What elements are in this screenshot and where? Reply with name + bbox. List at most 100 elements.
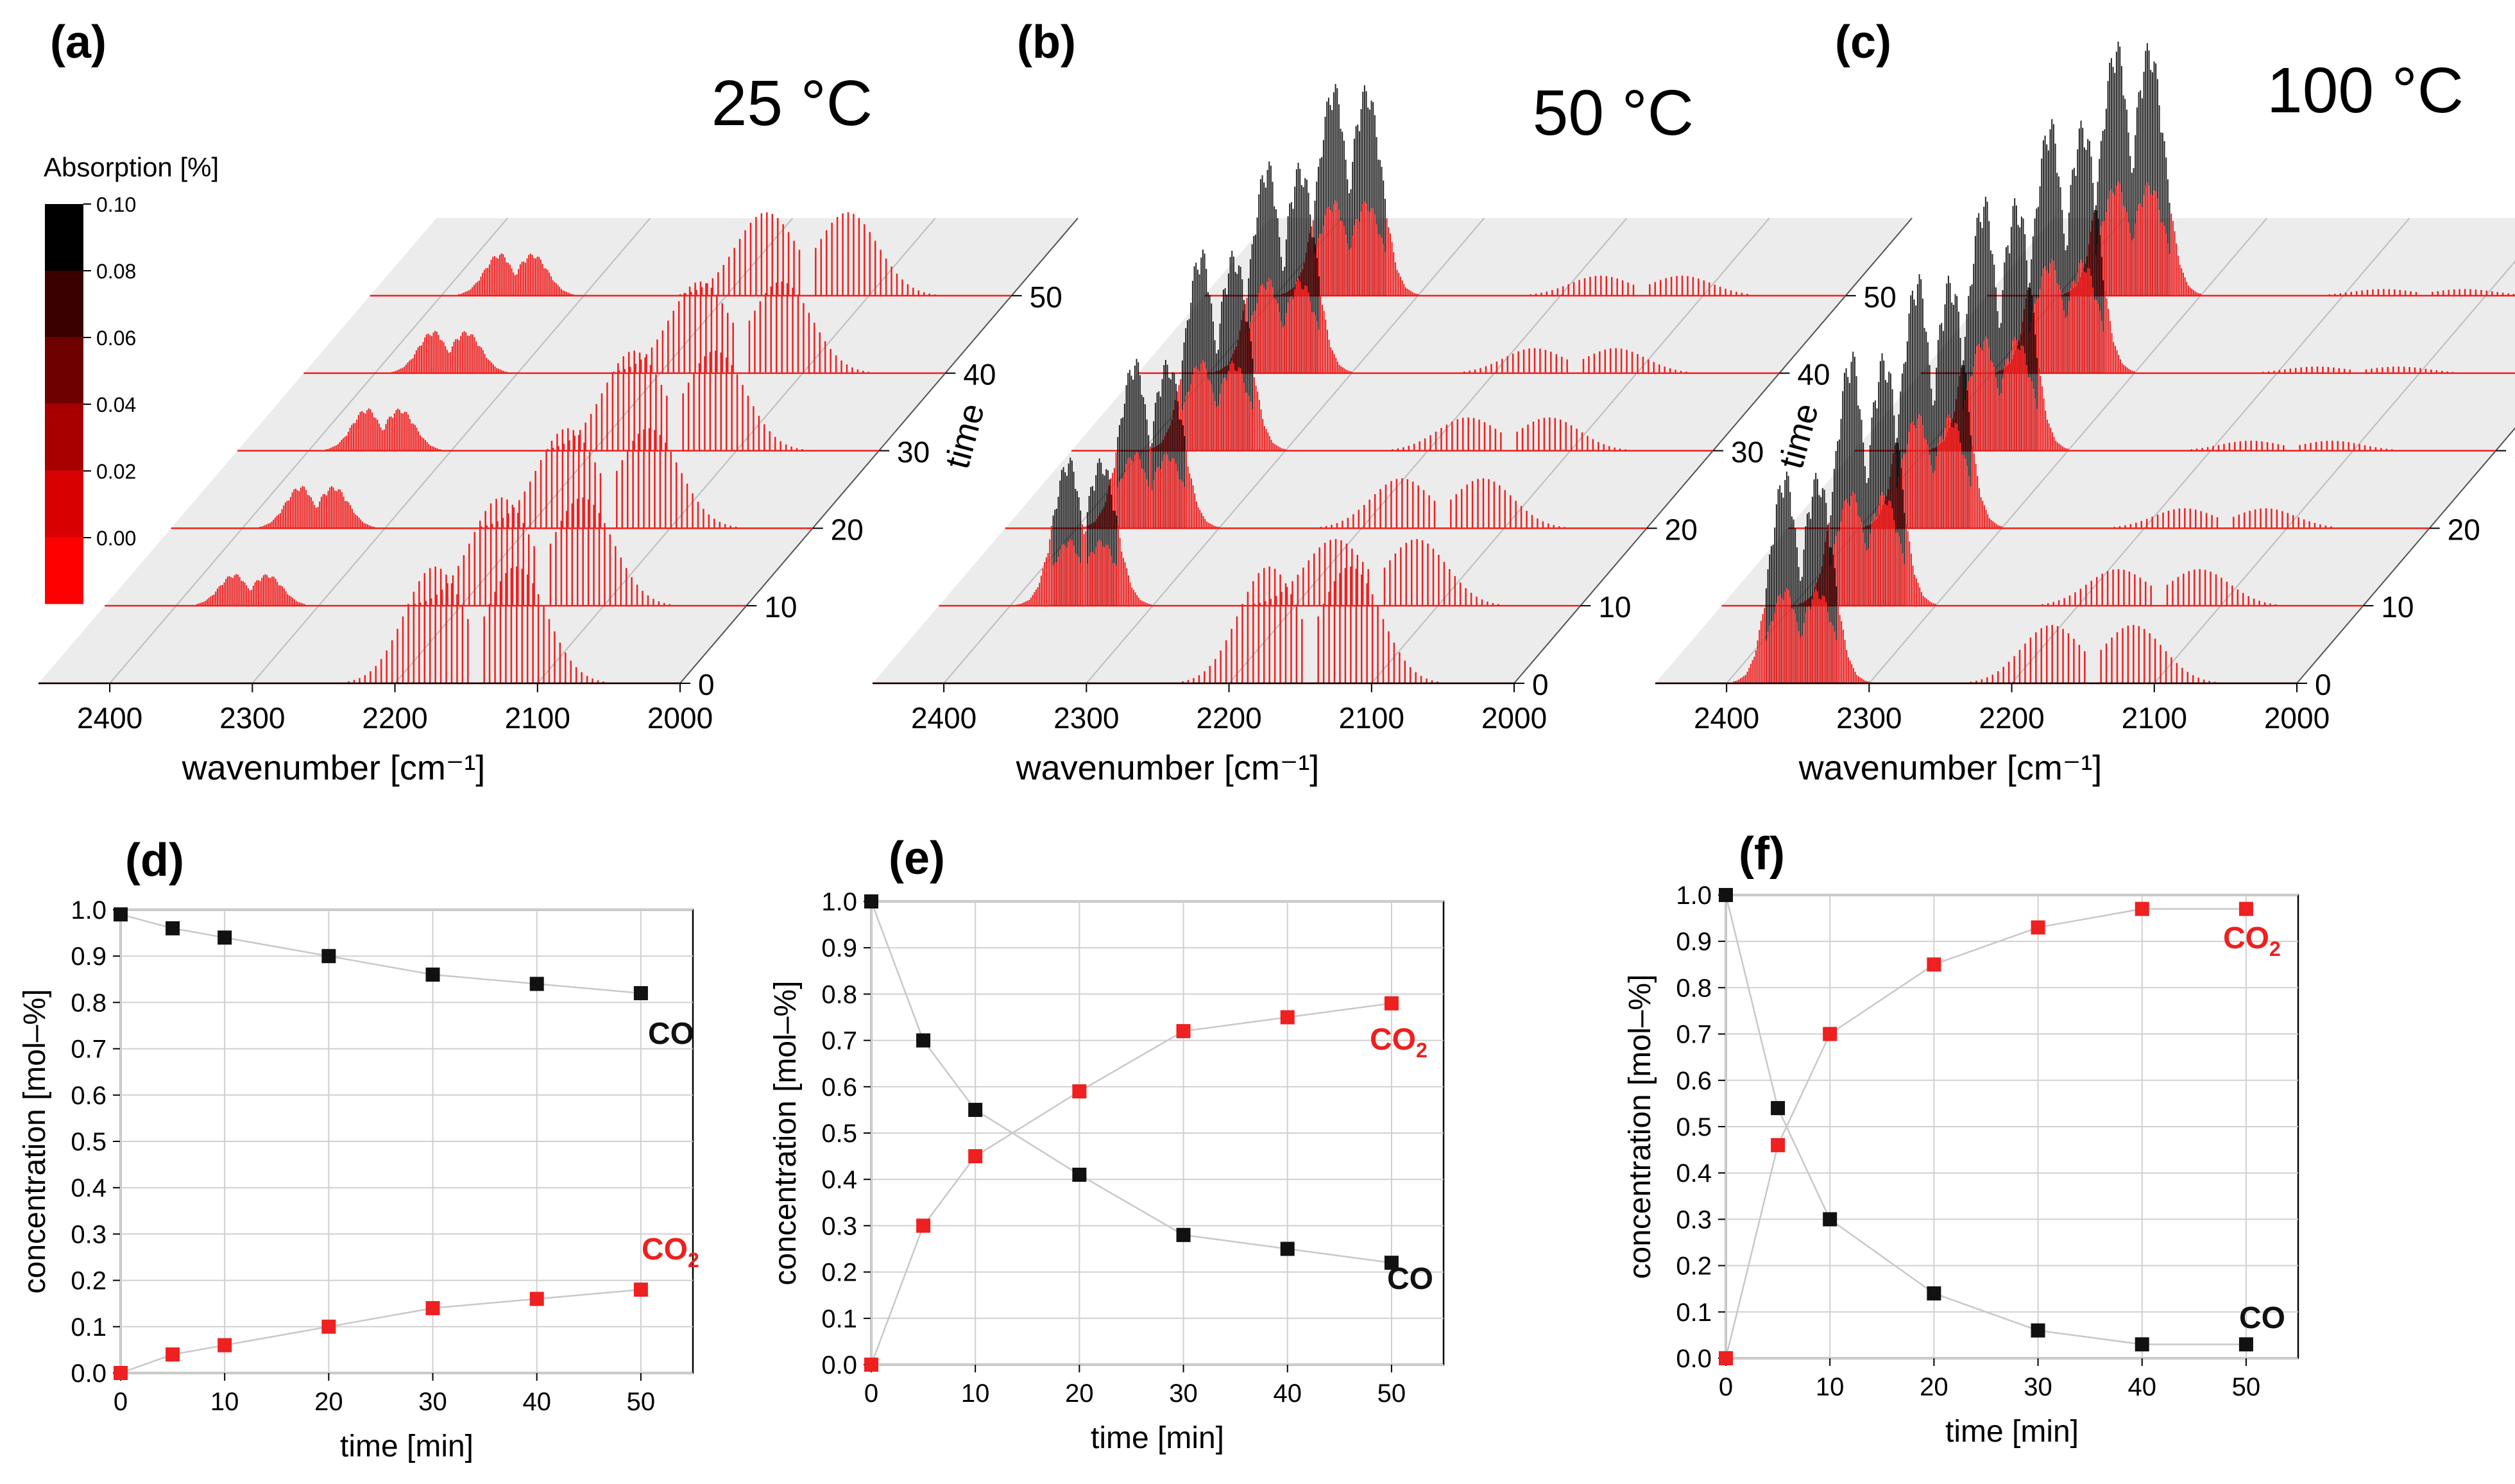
y-tick-label: 0.9 (821, 934, 857, 962)
time-axis-label: time (938, 399, 992, 472)
data-point-co2 (1771, 1138, 1786, 1152)
temperature-title: 100 °C (2267, 55, 2464, 126)
x-tick-label: 50 (1377, 1379, 1406, 1408)
data-point-co2 (916, 1218, 931, 1233)
spectra-panel-1: 0 10 20 30 40 50 time 2400 2300 2200 2100 2000 waven… (873, 83, 1913, 787)
data-point-co2 (1927, 957, 1941, 972)
panel-label: (b) (1017, 17, 1076, 68)
y-tick-label: 0.5 (71, 1128, 107, 1156)
data-point-co2 (1072, 1084, 1087, 1099)
spectrum-t30 (237, 350, 879, 452)
series-label-co2: CO2 (2223, 921, 2281, 960)
data-point-co2 (2135, 901, 2149, 916)
x-tick-label: 0 (864, 1379, 878, 1408)
data-point-co (321, 949, 336, 964)
colorbar-tick-label: 0.10 (96, 193, 136, 216)
data-point-co (114, 907, 128, 922)
y-tick-label: 0.9 (1676, 928, 1712, 956)
colorbar-segment (45, 204, 83, 271)
time-tick-label: 10 (764, 590, 797, 624)
colorbar-segment (45, 470, 83, 538)
data-point-co (166, 921, 180, 935)
spectra-panel-2: 0 10 20 30 40 50 time 2400 2300 2200 2100 2000 waven… (1655, 41, 2515, 787)
data-point-co2 (321, 1319, 336, 1334)
data-point-co (1771, 1101, 1786, 1116)
y-tick-label: 1.0 (1676, 882, 1712, 910)
y-tick-label: 0.2 (71, 1267, 107, 1295)
x-tick-label: 50 (2232, 1373, 2261, 1401)
time-tick-label: 20 (831, 513, 864, 546)
y-tick-label: 0.3 (821, 1212, 857, 1240)
time-axis-label: time (1772, 399, 1826, 472)
data-point-co (1280, 1241, 1295, 1256)
concentration-panel-0: 0.0 0.1 0.2 0.3 0.4 0.5 0.6 0.7 0.8 0.9 1.0 0 10 20 30… (18, 896, 699, 1463)
time-tick-label: 50 (1864, 280, 1897, 314)
time-tick-label: 30 (897, 436, 930, 469)
data-point-co2 (114, 1366, 128, 1380)
data-point-co (1927, 1286, 1941, 1301)
y-tick-label: 0.8 (821, 980, 857, 1009)
time-tick-label: 30 (1731, 436, 1764, 469)
data-point-co (968, 1102, 983, 1117)
spectra-panel-0: 0 10 20 30 40 50 time 2400 2300 2200 2100 2000 waven… (38, 212, 1078, 787)
y-tick-label: 0.5 (1676, 1113, 1712, 1141)
data-point-co (217, 930, 232, 945)
x-tick-label: 10 (1816, 1373, 1845, 1401)
colorbar-segment (45, 270, 83, 337)
data-point-co (916, 1033, 931, 1048)
y-tick-label: 0.6 (821, 1073, 857, 1102)
data-point-co (1176, 1227, 1191, 1242)
spectrum-t10 (105, 497, 747, 607)
data-point-co2 (1719, 1351, 1733, 1365)
y-tick-label: 0.0 (1676, 1345, 1712, 1373)
y-tick-label: 1.0 (821, 888, 857, 916)
wavenumber-tick-label: 2300 (1053, 701, 1119, 735)
y-axis-label: concentration [mol–%] (18, 989, 52, 1294)
wavenumber-axis-label: wavenumber [cm⁻¹] (182, 749, 486, 787)
data-point-co (529, 977, 544, 991)
spectrum-t40 (1138, 161, 1780, 374)
colorbar: 0.10 0.08 0.06 0.04 0.02 0.00 (45, 193, 136, 604)
data-point-co2 (166, 1347, 180, 1362)
colorbar-tick-label: 0.02 (96, 460, 136, 483)
y-tick-label: 0.5 (821, 1120, 857, 1148)
x-tick-label: 0 (114, 1388, 128, 1416)
y-tick-label: 0.7 (821, 1027, 857, 1055)
wavenumber-tick-label: 2200 (1979, 701, 2044, 735)
y-tick-label: 0.2 (1676, 1252, 1712, 1281)
colorbar-tick-label: 0.08 (96, 260, 136, 283)
y-tick-label: 0.7 (1676, 1021, 1712, 1049)
y-tick-label: 0.9 (71, 942, 107, 971)
data-point-co (633, 985, 648, 1000)
x-axis-label: time [min] (340, 1429, 473, 1463)
wavenumber-tick-label: 2300 (1836, 701, 1902, 735)
x-tick-label: 20 (1920, 1373, 1948, 1401)
series-label-co2: CO2 (1370, 1023, 1428, 1062)
series-label-co: CO (2239, 1301, 2285, 1335)
x-tick-label: 30 (418, 1388, 447, 1416)
y-axis-label: concentration [mol–%] (769, 981, 803, 1286)
spectrum-t10 (939, 457, 1581, 607)
x-axis-label: time [min] (1945, 1415, 2079, 1449)
wavenumber-tick-label: 2000 (1481, 701, 1547, 735)
data-point-co2 (1280, 1010, 1295, 1025)
x-tick-label: 10 (210, 1388, 239, 1416)
colorbar-title: Absorption [%] (44, 152, 219, 182)
data-point-co (2238, 1337, 2253, 1352)
time-tick-label: 10 (1598, 590, 1631, 624)
series-label-co2: CO2 (642, 1232, 699, 1272)
y-tick-label: 0.8 (71, 989, 107, 1017)
data-point-co (1719, 888, 1733, 902)
data-point-co2 (529, 1292, 544, 1306)
data-point-co2 (1384, 996, 1399, 1011)
wavenumber-tick-label: 2100 (505, 701, 570, 735)
x-tick-label: 0 (1719, 1373, 1733, 1401)
series-label-co: CO (648, 1017, 694, 1051)
concentration-panel-2: 0.0 0.1 0.2 0.3 0.4 0.5 0.6 0.7 0.8 0.9 1.0 0 10 20 30… (1623, 882, 2299, 1449)
spectrum-t0 (38, 567, 680, 685)
x-axis-label: time [min] (1091, 1421, 1224, 1455)
x-tick-label: 30 (1169, 1379, 1198, 1408)
spectrum-t50 (1986, 41, 2515, 297)
spectrum-t30 (1071, 250, 1713, 452)
